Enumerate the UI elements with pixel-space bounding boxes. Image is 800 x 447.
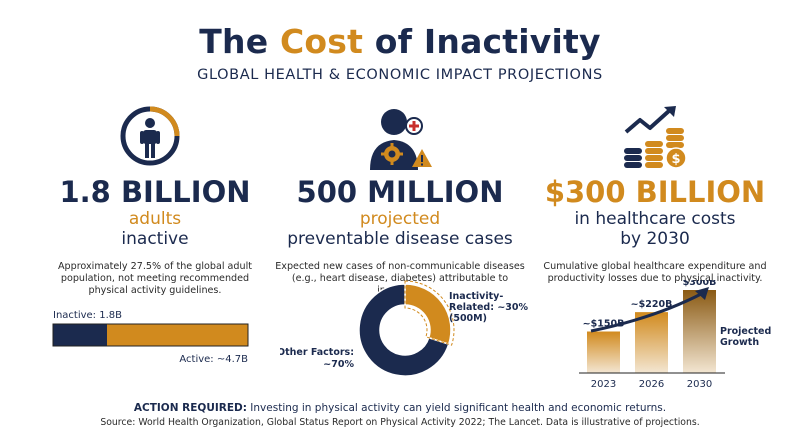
desc-line: Approximately 27.5% of the global adult <box>57 261 253 272</box>
action-note: ACTION REQUIRED: Investing in physical a… <box>0 402 800 414</box>
bar-data-label: ~$220B <box>631 299 673 310</box>
stat-line2: by 2030 <box>620 229 690 249</box>
growth-bar <box>683 290 716 373</box>
title-post: of Inactivity <box>363 22 601 61</box>
page-subtitle: GLOBAL HEALTH & ECONOMIC IMPACT PROJECTI… <box>197 67 603 83</box>
donut-slice <box>358 283 450 377</box>
person-icon <box>120 106 180 166</box>
bar-segment <box>53 324 107 346</box>
stat-healthcare-costs: $300 BILLION in healthcare costs by 2030… <box>530 176 780 285</box>
x-tick-label: 2030 <box>687 379 712 390</box>
growth-arrowhead <box>695 287 709 300</box>
stat-line2: inactive <box>121 229 189 249</box>
bar-data-label: $300B <box>683 280 717 288</box>
desc-line: population, not meeting recommended <box>60 273 250 284</box>
desc-line: Expected new cases of non-communicable d… <box>275 261 525 272</box>
action-label: ACTION REQUIRED: <box>133 402 247 414</box>
stat-line1: adults <box>128 209 182 229</box>
stat-description: Approximately 27.5% of the global adult … <box>45 261 265 297</box>
donut-slice <box>404 283 452 346</box>
cost-growth-bar-chart: ~$150B 2023 ~$220B 2026 $300B 2030 ProjectedGr… <box>579 280 771 390</box>
growth-bar <box>587 331 620 373</box>
title-pre: The <box>199 22 280 61</box>
source-note: Source: World Health Organization, Globa… <box>100 417 700 428</box>
stat-value: $300 BILLION <box>544 175 766 209</box>
x-tick-label: 2026 <box>639 379 664 390</box>
donut-label: Related: ~30% <box>449 302 528 313</box>
desc-line: Cumulative global healthcare expenditure… <box>543 261 767 272</box>
growth-annotation: Projected <box>720 326 771 337</box>
stat-description: Cumulative global healthcare expenditure… <box>530 261 780 285</box>
population-stacked-bar-chart: Inactive: 1.8B Active: ~4.7B <box>52 310 249 365</box>
growth-bar <box>635 312 668 373</box>
bar-outline <box>52 323 249 347</box>
stat-line1: projected <box>359 209 441 229</box>
desc-line: physical activity guidelines. <box>88 285 222 296</box>
growth-annotation: Growth <box>720 337 759 348</box>
bar-label: Inactive: 1.8B <box>53 310 122 321</box>
health-risk-icon <box>370 109 432 170</box>
donut-label: Other Factors: <box>280 347 354 358</box>
stat-value: 500 MILLION <box>296 175 504 209</box>
stat-line2: preventable disease cases <box>287 229 513 249</box>
bar-label: Active: ~4.7B <box>179 354 248 365</box>
bar-segment <box>107 324 248 346</box>
donut-label: Inactivity- <box>449 291 503 302</box>
growth-arrow <box>590 291 704 333</box>
slice-highlight <box>404 280 455 346</box>
page-title: The Cost of Inactivity <box>0 22 800 61</box>
svg-text:$: $ <box>671 152 680 167</box>
bar-data-label: ~$150B <box>583 319 625 330</box>
donut-label: (500M) <box>449 313 487 324</box>
stat-line1: in healthcare costs <box>574 209 736 229</box>
stat-value: 1.8 BILLION <box>59 175 251 209</box>
stat-inactive-adults: 1.8 BILLION adults inactive Approximatel… <box>45 176 265 297</box>
donut-label: ~70% <box>323 359 354 370</box>
action-text: Investing in physical activity can yield… <box>246 402 667 414</box>
disease-share-donut-chart: Inactivity-Related: ~30%(500M) Other Fact… <box>280 280 528 377</box>
desc-line: productivity losses due to physical inac… <box>547 273 763 284</box>
stat-disease-cases: 500 MILLION projected preventable diseas… <box>270 176 530 297</box>
x-tick-label: 2023 <box>591 379 616 390</box>
title-accent: Cost <box>279 22 364 61</box>
money-growth-icon: $ <box>624 106 687 169</box>
